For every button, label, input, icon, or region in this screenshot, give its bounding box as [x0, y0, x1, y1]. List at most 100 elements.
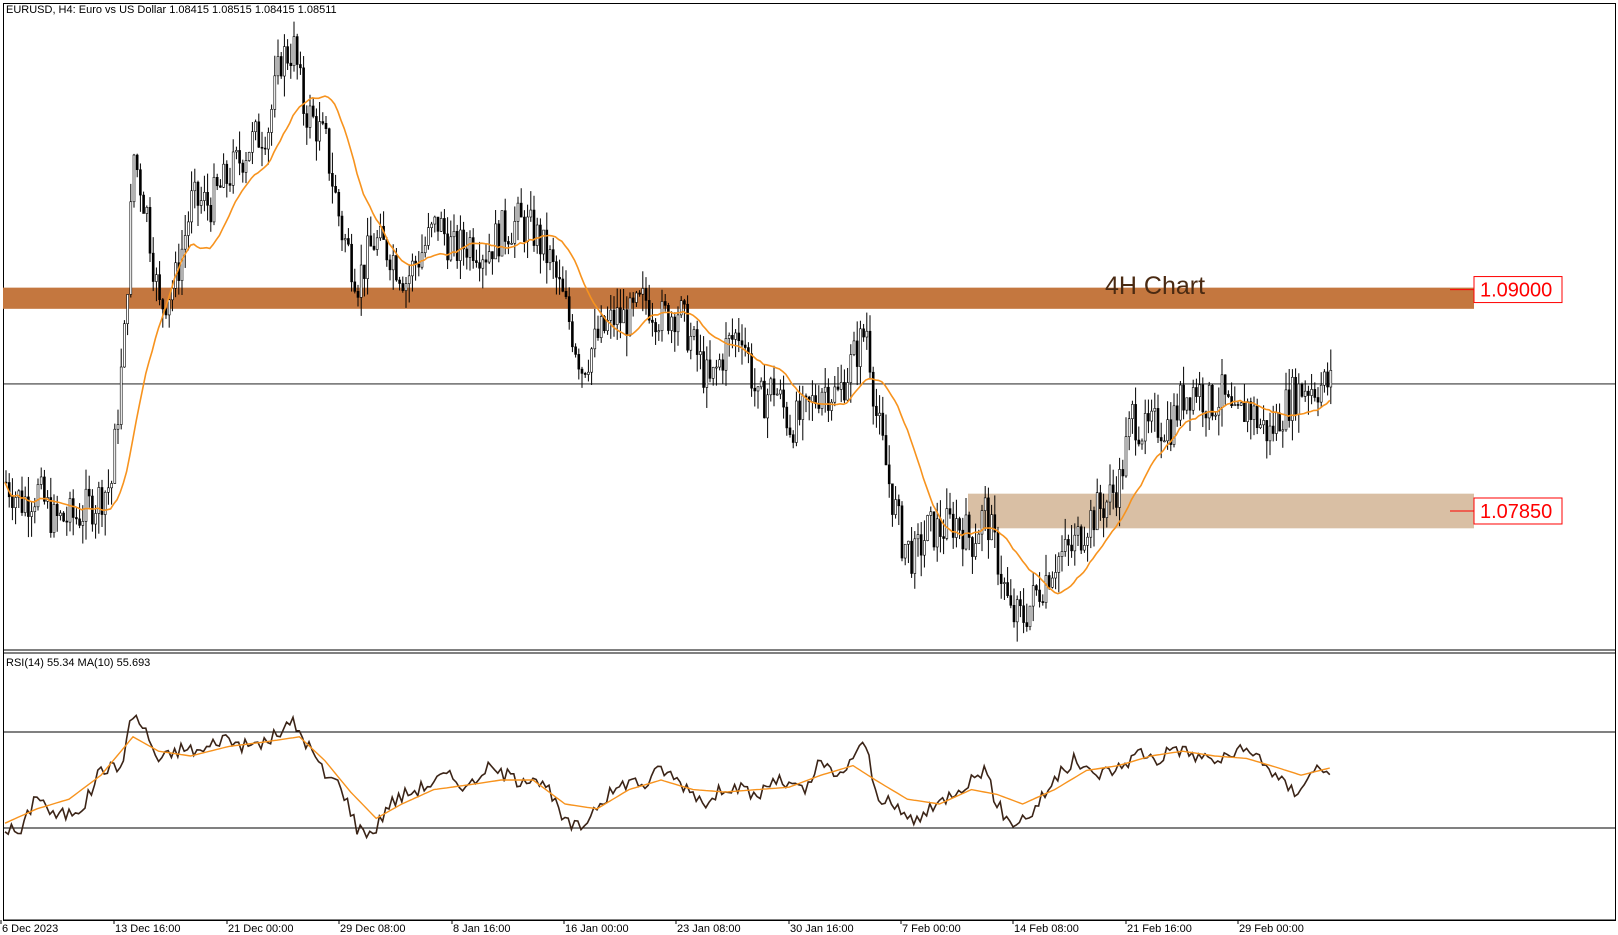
candle-body — [369, 235, 373, 247]
candle — [353, 268, 357, 294]
candle-body — [967, 514, 971, 538]
candle — [580, 366, 584, 388]
candle-body — [740, 340, 744, 346]
candle-body — [846, 382, 849, 401]
candle-body — [423, 245, 427, 254]
candle-body — [692, 329, 696, 337]
candle-body — [622, 309, 625, 324]
candle — [1121, 459, 1125, 490]
candle — [1297, 373, 1301, 433]
candle-body — [891, 483, 894, 515]
candle-body — [830, 401, 833, 411]
candle — [865, 312, 869, 350]
candle — [500, 210, 504, 257]
candle — [551, 237, 555, 279]
candle-body — [340, 215, 344, 241]
candle — [1310, 373, 1313, 405]
candle-body — [980, 510, 984, 535]
candle — [1006, 567, 1009, 598]
candle-body — [11, 496, 14, 508]
candle-body — [1246, 401, 1249, 422]
candle — [1195, 378, 1198, 403]
candle — [1111, 469, 1115, 510]
candle-body — [110, 483, 113, 489]
candle — [1211, 384, 1214, 421]
candle-body — [318, 121, 321, 142]
candle-body — [212, 177, 216, 223]
candle-body — [113, 428, 117, 484]
candle-body — [91, 495, 94, 525]
candle — [331, 152, 334, 204]
candle-body — [791, 434, 795, 443]
candle — [839, 364, 843, 403]
candle-body — [1156, 408, 1160, 438]
candle-body — [945, 508, 949, 539]
level-label-text: 1.09000 — [1480, 280, 1552, 302]
candle — [414, 255, 417, 281]
candle-body — [699, 351, 702, 355]
candle — [766, 388, 769, 439]
candle-body — [686, 303, 689, 351]
candle-body — [1147, 413, 1150, 422]
candle-body — [750, 353, 753, 389]
level-label-1.07850: 1.07850 — [1450, 497, 1563, 525]
candle-body — [231, 151, 235, 186]
candle-body — [788, 427, 792, 435]
candle — [27, 476, 30, 538]
candle — [663, 294, 667, 312]
rsi-ma-line — [4, 735, 1330, 824]
candle — [103, 490, 107, 536]
candle-body — [139, 169, 142, 196]
candle — [827, 378, 830, 423]
candle-body — [238, 150, 241, 164]
candle-body — [1038, 589, 1041, 602]
candle — [1086, 532, 1089, 562]
candle-body — [203, 192, 206, 201]
candle-body — [635, 292, 638, 303]
candle-body — [75, 517, 78, 520]
candle — [571, 314, 574, 353]
candle — [1102, 493, 1105, 538]
candle — [119, 348, 123, 430]
candle — [318, 101, 321, 151]
candle-body — [299, 64, 302, 69]
candle-body — [1083, 545, 1086, 551]
candle-body — [587, 371, 590, 375]
candle-body — [756, 386, 760, 392]
candle — [996, 526, 1000, 586]
candle-body — [644, 288, 648, 301]
candle-body — [523, 216, 526, 242]
candle-body — [222, 163, 225, 188]
candle-body — [292, 36, 296, 67]
candle — [235, 146, 238, 160]
candle — [644, 277, 648, 315]
candle-body — [990, 514, 993, 541]
candle — [1041, 594, 1045, 606]
candle-body — [561, 278, 565, 292]
candle-body — [411, 260, 414, 277]
candle-body — [247, 152, 251, 161]
candle-body — [913, 538, 917, 574]
candle — [596, 315, 600, 341]
candle — [1316, 387, 1320, 417]
candle-body — [907, 540, 910, 545]
candle — [548, 245, 552, 271]
candle-body — [1195, 387, 1198, 397]
candle-body — [407, 275, 411, 284]
candle — [750, 343, 753, 397]
price-moving-average-line — [4, 95, 1331, 595]
candle — [1319, 372, 1323, 408]
candle — [279, 52, 283, 79]
candle — [587, 359, 590, 382]
candle — [1191, 379, 1195, 415]
candle-body — [820, 391, 824, 409]
candle-body — [926, 515, 929, 541]
candle — [455, 224, 459, 269]
candle — [484, 244, 488, 276]
candle — [295, 33, 299, 80]
candle — [1307, 385, 1310, 415]
candle — [689, 322, 693, 360]
candle — [49, 477, 53, 538]
candle-body — [999, 573, 1003, 584]
candle-body — [593, 328, 597, 350]
